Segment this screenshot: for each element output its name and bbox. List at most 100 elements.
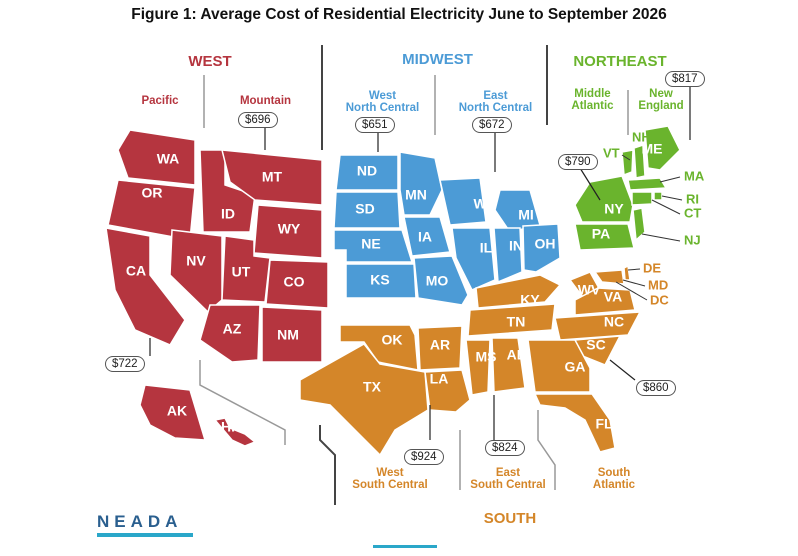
logo-underline	[97, 533, 193, 537]
state-MS	[465, 339, 491, 396]
subregion-enc: East North Central	[448, 90, 543, 114]
subregion-ne-line1: New	[649, 88, 673, 100]
cost-wsc: $924	[404, 449, 444, 465]
label-WY: WY	[278, 221, 301, 237]
label-AL: AL	[507, 347, 526, 363]
label-ME: ME	[642, 141, 663, 157]
label-AK: AK	[167, 403, 187, 419]
subregion-newengland: New England	[630, 88, 692, 112]
label-TX: TX	[363, 379, 382, 395]
subregion-esc-line1: East	[495, 467, 521, 479]
label-NH: NH	[632, 129, 651, 144]
subregion-ne-line2: England	[638, 100, 684, 113]
label-OH: OH	[535, 236, 556, 252]
state-NM	[261, 306, 323, 363]
state-KY	[475, 274, 562, 309]
state-IL	[451, 227, 496, 291]
subregion-midatl: Middle Atlantic	[560, 88, 625, 112]
state-AK	[139, 384, 207, 441]
pointer-satl	[609, 359, 636, 381]
south-state-labels: OK TX AR LA MS AL TN KY WV VA NC SC GA F…	[363, 260, 669, 431]
label-IL: IL	[480, 240, 493, 256]
state-WI	[439, 177, 487, 226]
label-CO: CO	[284, 274, 305, 290]
cost-mountain: $696	[238, 112, 278, 128]
label-OR: OR	[142, 185, 163, 201]
south-leaders	[615, 268, 648, 301]
label-MT: MT	[262, 169, 283, 185]
cost-pacific: $722	[105, 356, 145, 372]
subregion-wnc-line1: West	[368, 90, 397, 102]
subregion-mountain: Mountain	[239, 95, 292, 107]
label-LA: LA	[430, 371, 449, 387]
northeast-states	[574, 125, 681, 251]
label-SC: SC	[586, 337, 605, 353]
state-AR	[417, 325, 463, 371]
state-NJ	[632, 207, 646, 242]
south-states	[299, 264, 642, 457]
label-NY: NY	[604, 201, 624, 217]
subregion-midatl-line1: Middle	[574, 88, 611, 100]
cost-esc: $824	[485, 440, 525, 456]
label-DC: DC	[650, 292, 669, 307]
state-MD	[593, 269, 625, 285]
state-LA	[424, 369, 471, 413]
state-MN	[399, 151, 443, 216]
label-WA: WA	[157, 151, 180, 167]
subregion-pacific: Pacific	[141, 95, 179, 107]
label-NC: NC	[604, 314, 624, 330]
cost-south-atlantic: $860	[636, 380, 676, 396]
state-OH	[522, 223, 561, 273]
state-NE	[333, 229, 414, 263]
northeast-state-labels: NY PA ME VT NH MA RI CT NJ	[592, 129, 705, 247]
label-WI: WI	[473, 196, 490, 212]
state-ME	[644, 125, 681, 171]
subregion-esc-line2: South Central	[470, 479, 546, 492]
state-ND	[335, 154, 399, 191]
label-NJ: NJ	[684, 232, 701, 247]
label-MN: MN	[405, 187, 427, 203]
label-NV: NV	[186, 253, 206, 269]
label-SD: SD	[355, 201, 374, 217]
label-ND: ND	[357, 163, 377, 179]
subregion-esc: East South Central	[458, 467, 558, 491]
label-FL: FL	[595, 416, 613, 432]
cost-midatl: $790	[558, 154, 598, 170]
label-CA: CA	[126, 263, 146, 279]
region-dividers	[319, 45, 548, 505]
subregion-wsc-line1: West	[376, 467, 404, 479]
label-IN: IN	[509, 238, 523, 254]
label-VT: VT	[603, 145, 620, 160]
divider-esc-satl	[537, 410, 556, 490]
label-WV: WV	[578, 282, 601, 298]
label-MI: MI	[518, 207, 534, 223]
label-IA: IA	[418, 229, 432, 245]
state-OK	[339, 324, 419, 371]
region-south-title: SOUTH	[483, 510, 537, 527]
region-northeast-title: NORTHEAST	[573, 53, 667, 70]
label-CT: CT	[684, 205, 701, 220]
label-OK: OK	[382, 332, 403, 348]
divider-south-west	[319, 425, 336, 505]
label-KY: KY	[520, 292, 540, 308]
divider-west-ak-hi	[199, 360, 286, 445]
state-RI	[653, 191, 663, 201]
subregion-wsc-line2: South Central	[352, 479, 428, 492]
label-KS: KS	[370, 272, 389, 288]
state-WA	[117, 129, 196, 186]
cost-wnc: $651	[355, 117, 395, 133]
state-KS	[345, 263, 417, 299]
neada-logo: NEADA	[97, 512, 183, 531]
region-midwest-title: MIDWEST	[402, 51, 473, 68]
state-TN	[467, 303, 556, 337]
subregion-satl: South Atlantic	[578, 467, 650, 491]
state-CO	[265, 259, 329, 309]
west-state-labels: WA OR CA ID MT WY NV UT CO AZ NM AK HI	[126, 151, 305, 435]
state-CT	[631, 191, 653, 206]
label-UT: UT	[232, 264, 251, 280]
label-DE: DE	[643, 260, 661, 275]
region-west-title: WEST	[188, 53, 232, 70]
northeast-leaders	[621, 154, 683, 242]
state-AZ	[199, 304, 261, 363]
state-FL	[533, 393, 616, 453]
